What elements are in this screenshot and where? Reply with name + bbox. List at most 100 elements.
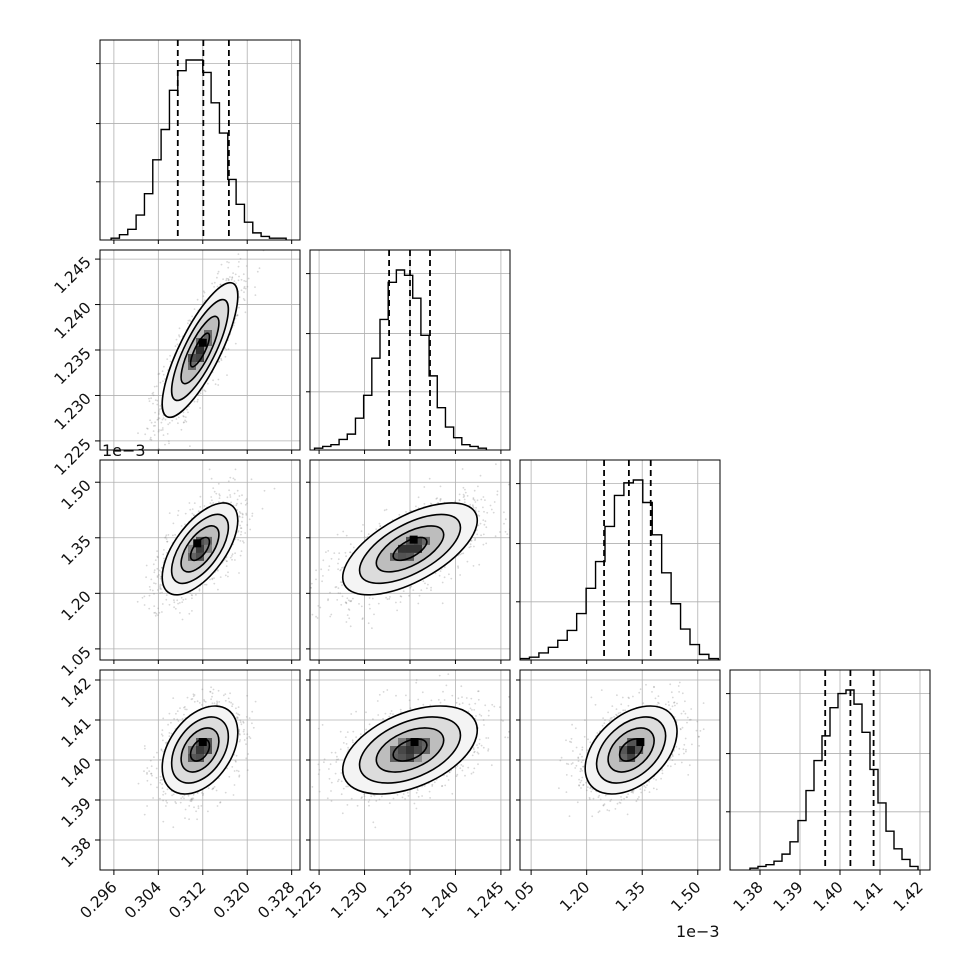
scatter-point [157,430,160,433]
scatter-point [462,493,465,496]
scatter-point [239,257,242,260]
scatter-point [158,408,161,411]
scatter-point [350,599,353,602]
scatter-point [211,692,214,695]
scatter-point [181,717,184,720]
scatter-point [173,606,176,609]
scatter-point [202,295,205,298]
scatter-point [461,468,464,470]
scatter-point [322,559,325,562]
scatter-point [183,421,185,423]
scatter-point [321,580,323,583]
scatter-point [436,497,438,499]
scatter-point [220,359,223,361]
scatter-point [240,533,242,536]
panel-content [100,460,300,660]
scatter-point [244,532,247,534]
scatter-point [235,282,237,285]
scatter-point [217,384,220,386]
scatter-point [239,721,242,723]
scatter-point [163,365,165,368]
scatter-point [236,769,238,772]
scatter-point [478,515,481,517]
scatter-point [333,552,336,554]
hist2d-cell [398,544,406,553]
scatter-point [153,605,156,607]
scatter-point [342,530,345,533]
scatter-point [232,324,235,327]
scatter-point [239,524,242,527]
scatter-point [462,486,465,489]
scatter-point [203,700,206,703]
scatter-point [159,775,162,778]
scatter-point [237,538,240,541]
scatter-point [164,536,167,538]
scatter-point [165,538,168,540]
scatter-point [226,374,228,376]
hist2d-cell [196,544,204,553]
scatter-point [202,290,205,293]
scatter-point [158,417,161,420]
scatter-point [346,597,349,600]
scatter-point [232,230,234,232]
scatter-point [150,438,153,441]
scatter-point [153,571,156,574]
scatter-point [148,397,150,400]
contour-level-2 [170,298,230,402]
scatter-point [311,613,314,616]
scatter-point [246,524,249,526]
hist-panel-0 [96,39,301,241]
scatter-point [226,496,229,499]
scatter-point [377,602,380,605]
scatter-point [205,583,208,586]
scatter-point [211,577,214,580]
scatter-point [504,530,507,533]
scatter-point [476,533,479,536]
scatter-point [410,585,413,588]
scatter-point [217,378,220,381]
scatter-point [151,774,153,777]
scatter-point [361,618,364,620]
scatter-point [159,575,162,578]
scatter-point [238,511,241,513]
scatter-point [186,696,189,699]
scatter-point [235,504,238,507]
scatter-point [371,627,373,630]
scatter-point [417,602,420,605]
scatter-point [443,576,446,579]
scatter-point [176,343,179,346]
scatter-point [219,576,222,578]
scatter-point [164,792,167,795]
scatter-point [163,549,165,551]
scatter-point [162,793,165,796]
scatter-point [211,788,214,791]
scatter-point [347,599,350,602]
scatter-point [254,294,257,296]
scatter-point [222,278,225,281]
scatter-point [159,797,161,800]
scatter-point [242,730,245,733]
scatter-point [152,394,155,397]
scatter-point [190,798,193,801]
scatter-point [450,577,453,580]
scatter-point [337,568,339,571]
scatter-point [160,429,163,432]
scatter-point [159,583,162,586]
scatter-point [261,507,264,510]
contour-level-1 [180,525,220,573]
scatter-point [162,553,165,556]
scatter-point [482,533,485,536]
scatter-point [251,722,253,725]
scatter-point [149,588,152,591]
scatter-point [375,528,378,530]
scatter-point [174,607,177,610]
scatter-point [496,493,499,496]
scatter-point [237,279,240,282]
scatter-point [349,625,352,628]
scatter-point [237,531,239,533]
scatter-point [385,508,388,511]
scatter-point [211,695,213,698]
scatter-point [178,327,181,330]
panel-frame [99,459,301,661]
scatter-point [459,574,461,576]
